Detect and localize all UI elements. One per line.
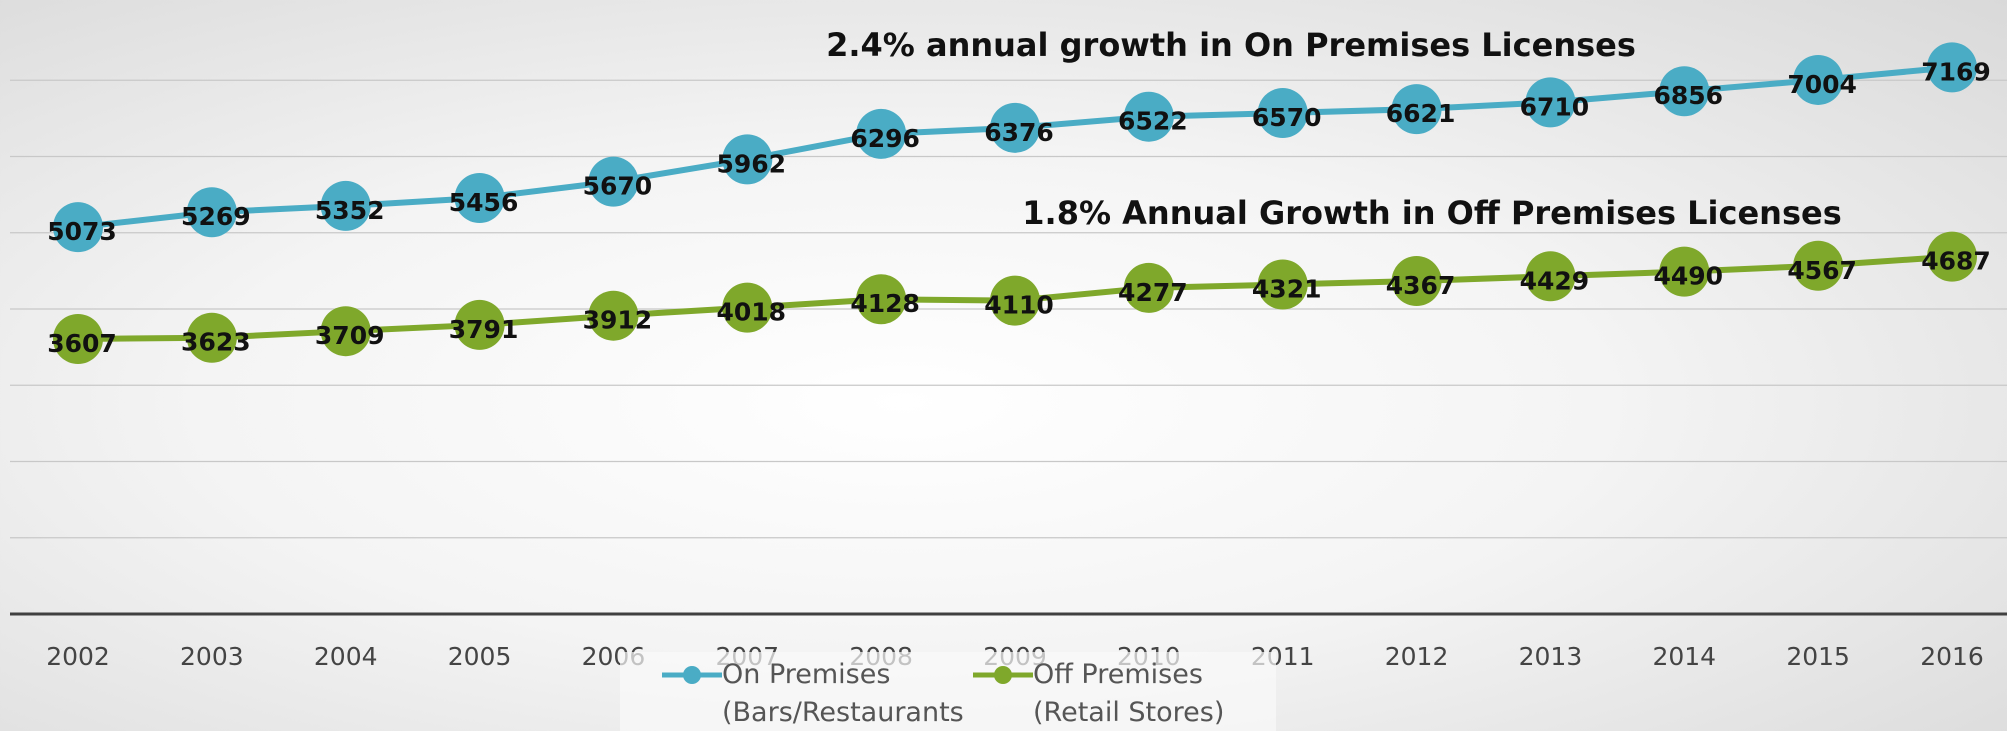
marker bbox=[1257, 259, 1308, 310]
marker bbox=[53, 202, 103, 253]
marker bbox=[990, 275, 1040, 326]
data-label: 5352 bbox=[315, 196, 385, 225]
marker bbox=[320, 306, 371, 357]
marker bbox=[1123, 262, 1174, 313]
legend-marker bbox=[994, 666, 1012, 684]
marker bbox=[186, 187, 237, 238]
legend-swatch bbox=[662, 666, 722, 684]
data-label: 4429 bbox=[1520, 266, 1590, 295]
data-label: 4321 bbox=[1252, 275, 1322, 304]
data-label: 3607 bbox=[47, 329, 117, 358]
marker bbox=[454, 172, 505, 223]
data-label: 7169 bbox=[1921, 57, 1991, 86]
marker bbox=[1391, 84, 1442, 135]
legend-marker bbox=[683, 666, 701, 684]
marker bbox=[1525, 77, 1576, 128]
data-label: 4018 bbox=[716, 298, 786, 327]
data-label: 5962 bbox=[716, 149, 786, 178]
x-tick-label: 2005 bbox=[448, 642, 512, 671]
data-label: 6376 bbox=[984, 118, 1054, 147]
data-label: 6856 bbox=[1653, 81, 1723, 110]
marker bbox=[1927, 42, 1977, 93]
marker bbox=[454, 299, 505, 350]
x-tick-label: 2014 bbox=[1652, 642, 1716, 671]
marker bbox=[722, 134, 773, 185]
data-label: 4128 bbox=[850, 289, 920, 318]
x-tick-label: 2013 bbox=[1519, 642, 1583, 671]
marker bbox=[1123, 91, 1174, 142]
legend-entry: Off Premises (Retail Stores) bbox=[973, 656, 1238, 731]
marker bbox=[1525, 251, 1576, 302]
annotation: 2.4% annual growth in On Premises Licens… bbox=[826, 26, 1636, 64]
marker bbox=[856, 108, 907, 159]
x-tick-label: 2002 bbox=[46, 642, 110, 671]
marker bbox=[1391, 256, 1442, 307]
marker bbox=[588, 156, 639, 207]
marker bbox=[1793, 240, 1844, 291]
data-label: 3623 bbox=[181, 328, 251, 357]
data-label: 3791 bbox=[449, 315, 519, 344]
data-label: 5456 bbox=[449, 188, 519, 217]
data-label: 7004 bbox=[1787, 70, 1857, 99]
data-label: 6296 bbox=[850, 124, 920, 153]
data-label: 5670 bbox=[583, 172, 653, 201]
data-label: 4277 bbox=[1118, 278, 1188, 307]
data-label: 6522 bbox=[1118, 107, 1188, 136]
marker bbox=[1659, 246, 1710, 297]
legend-entry: On Premises (Bars/Restaurants bbox=[662, 656, 967, 731]
annotation: 1.8% Annual Growth in Off Premises Licen… bbox=[1022, 194, 1841, 232]
marker bbox=[1927, 231, 1977, 282]
legend-label: Off Premises (Retail Stores) bbox=[1033, 659, 1225, 728]
data-label: 3709 bbox=[315, 321, 385, 350]
data-label: 4110 bbox=[984, 291, 1054, 320]
x-tick-label: 2015 bbox=[1786, 642, 1850, 671]
marker bbox=[1659, 66, 1710, 117]
legend-swatch bbox=[973, 666, 1033, 684]
data-label: 6710 bbox=[1520, 92, 1590, 121]
marker bbox=[990, 102, 1040, 153]
data-label: 4367 bbox=[1386, 271, 1456, 300]
data-label: 6621 bbox=[1386, 99, 1456, 128]
marker bbox=[186, 312, 237, 363]
x-tick-label: 2012 bbox=[1385, 642, 1449, 671]
x-tick-label: 2003 bbox=[180, 642, 244, 671]
x-tick-label: 2016 bbox=[1920, 642, 1984, 671]
data-label: 6570 bbox=[1252, 103, 1322, 132]
marker bbox=[1793, 54, 1844, 105]
data-label: 4490 bbox=[1653, 262, 1723, 291]
data-label: 5269 bbox=[181, 202, 251, 231]
marker bbox=[856, 274, 907, 325]
data-label: 5073 bbox=[47, 217, 117, 246]
marker bbox=[320, 180, 371, 231]
marker bbox=[722, 282, 773, 333]
legend: On Premises (Bars/Restaurants Off Premise… bbox=[620, 652, 1276, 731]
marker bbox=[588, 290, 639, 341]
marker bbox=[53, 313, 103, 364]
marker bbox=[1257, 88, 1308, 139]
data-label: 4687 bbox=[1921, 247, 1991, 276]
data-label: 3912 bbox=[583, 306, 653, 335]
data-label: 4567 bbox=[1787, 256, 1857, 285]
legend-label: On Premises (Bars/Restaurants bbox=[722, 659, 964, 728]
x-tick-label: 2004 bbox=[314, 642, 378, 671]
